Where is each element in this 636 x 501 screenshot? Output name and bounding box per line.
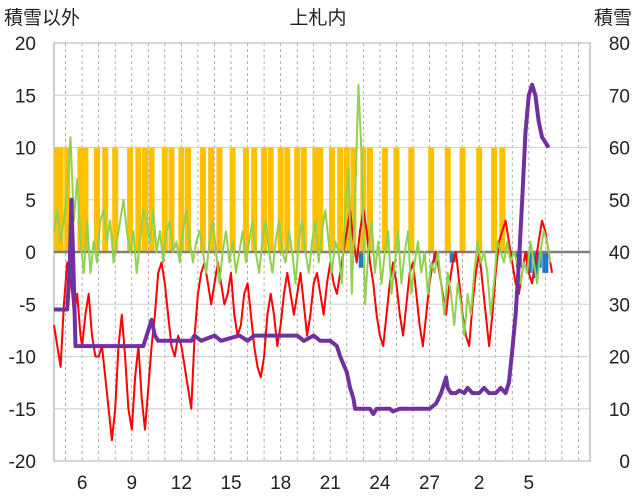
x-tick-label: 27: [419, 473, 440, 494]
x-tick-label: 18: [270, 473, 291, 494]
bar: [251, 147, 258, 252]
bar: [444, 147, 451, 252]
bar: [317, 147, 324, 252]
y-right-tick-label: 80: [609, 34, 630, 55]
right-axis-label: 積雪: [594, 7, 632, 29]
x-tick-label: 15: [220, 473, 241, 494]
bar: [135, 147, 142, 252]
bar: [57, 147, 64, 252]
y-left-tick-label: 0: [25, 243, 36, 264]
x-tick-label: 5: [524, 473, 535, 494]
x-tick-label: 24: [369, 473, 391, 494]
bar: [449, 252, 456, 263]
y-right-tick-label: 40: [609, 243, 630, 264]
bar: [77, 147, 84, 252]
bar: [161, 147, 168, 252]
bar: [294, 147, 301, 252]
bar: [148, 147, 155, 252]
x-tick-label: 6: [77, 473, 88, 494]
y-left-tick-label: -20: [9, 452, 36, 473]
x-tick-label: 12: [171, 473, 192, 494]
bar: [491, 147, 498, 252]
bar: [393, 147, 400, 252]
bar: [208, 147, 215, 252]
bar: [312, 147, 319, 252]
bar: [350, 147, 357, 252]
bar: [328, 147, 335, 252]
bar: [168, 147, 175, 252]
bar: [499, 147, 506, 252]
x-tick-label: 9: [126, 473, 137, 494]
y-left-tick-label: -15: [9, 400, 36, 421]
bar: [542, 252, 549, 273]
bar: [141, 147, 148, 252]
bar: [284, 147, 291, 252]
bar: [366, 147, 373, 252]
series-line: [53, 83, 552, 337]
y-right-tick-label: 30: [609, 295, 630, 316]
bar: [358, 252, 365, 268]
chart-title: 上札内: [289, 7, 346, 29]
bar: [229, 147, 236, 252]
y-right-tick-label: 20: [609, 348, 630, 369]
bar: [102, 147, 109, 252]
y-left-tick-label: 20: [15, 34, 36, 55]
x-tick-label: 21: [320, 473, 341, 494]
bar: [127, 147, 134, 252]
y-left-tick-label: 5: [25, 191, 36, 212]
y-right-tick-label: 60: [609, 139, 630, 160]
bar: [428, 147, 435, 252]
y-right-tick-label: 0: [619, 452, 630, 473]
bar: [82, 147, 89, 252]
bar: [64, 147, 71, 252]
bar: [94, 147, 101, 252]
bar: [112, 147, 119, 252]
bar: [300, 147, 307, 252]
y-right-tick-label: 10: [609, 400, 630, 421]
y-left-tick-label: -10: [9, 348, 36, 369]
series-line: [53, 209, 553, 442]
bar: [216, 147, 223, 252]
bar: [337, 147, 344, 252]
left-axis-label: 積雪以外: [4, 7, 80, 29]
bar: [54, 147, 61, 252]
bar: [178, 147, 185, 252]
bar: [277, 147, 284, 252]
y-right-tick-label: 50: [609, 191, 630, 212]
y-left-tick-label: -5: [19, 295, 36, 316]
y-right-tick-label: 70: [609, 86, 630, 107]
bar: [381, 147, 388, 252]
bar: [408, 147, 415, 252]
x-tick-label: 2: [474, 473, 485, 494]
bar: [199, 147, 206, 252]
line-series: [53, 82, 590, 442]
bar: [267, 147, 274, 252]
bar: [185, 147, 191, 252]
bar: [459, 147, 466, 252]
bar: [476, 147, 483, 252]
y-left-tick-label: 15: [15, 86, 36, 107]
bar: [261, 147, 268, 252]
series-line: [54, 82, 551, 416]
y-left-tick-label: 10: [15, 139, 36, 160]
bar: [242, 147, 249, 252]
